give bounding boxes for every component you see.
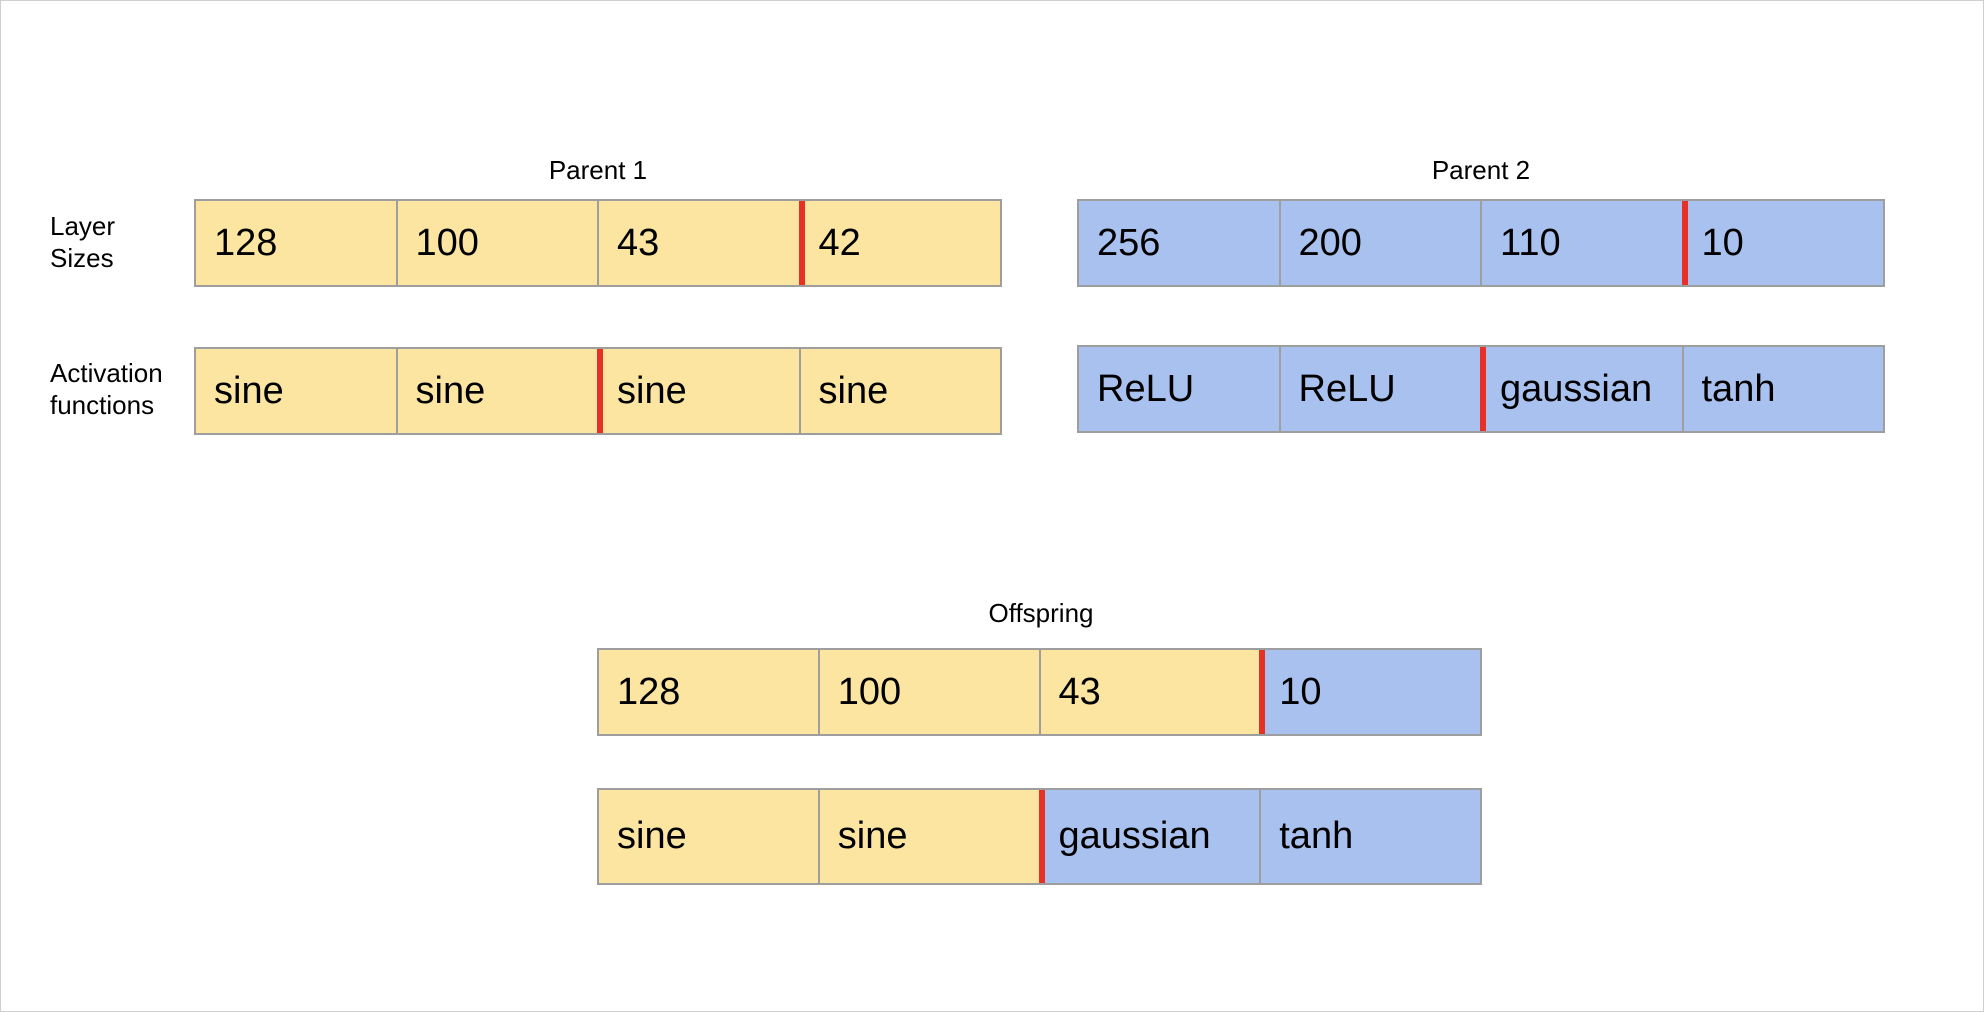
activation-functions-label-line2: functions	[50, 389, 163, 421]
layer-sizes-label-line2: Sizes	[50, 242, 115, 274]
parent1-layer-cell-after-crossover: 42	[799, 201, 1001, 285]
offspring-activation-cell: sine	[599, 790, 818, 883]
offspring-title: Offspring	[597, 598, 1485, 629]
offspring-layer-cell: 100	[818, 650, 1039, 734]
offspring-activation-cell-from-parent2: gaussian	[1039, 790, 1260, 883]
offspring-layer-cell-from-parent2: 10	[1259, 650, 1480, 734]
parent2-layer-sizes-row: 256 200 110 10	[1077, 199, 1885, 287]
parent1-title: Parent 1	[194, 155, 1002, 186]
parent2-activation-cell: ReLU	[1279, 347, 1481, 431]
parent2-layer-cell: 256	[1079, 201, 1279, 285]
parent2-layer-cell: 110	[1480, 201, 1682, 285]
layer-sizes-label-line1: Layer	[50, 210, 115, 242]
parent2-activation-cell: tanh	[1682, 347, 1884, 431]
offspring-layer-cell: 128	[599, 650, 818, 734]
parent1-activations-row: sine sine sine sine	[194, 347, 1002, 435]
parent1-layer-cell: 43	[597, 201, 799, 285]
parent2-activation-cell-after-crossover: gaussian	[1480, 347, 1682, 431]
parent2-layer-cell-after-crossover: 10	[1682, 201, 1884, 285]
parent2-title: Parent 2	[1077, 155, 1885, 186]
activation-functions-label: Activation functions	[50, 357, 163, 421]
parent2-activation-cell: ReLU	[1079, 347, 1279, 431]
parent1-activation-cell: sine	[396, 349, 598, 433]
parent1-activation-cell: sine	[799, 349, 1001, 433]
parent1-layer-cell: 100	[396, 201, 598, 285]
offspring-layer-cell: 43	[1039, 650, 1260, 734]
parent1-activation-cell: sine	[196, 349, 396, 433]
layer-sizes-label: Layer Sizes	[50, 210, 115, 274]
offspring-layer-sizes-row: 128 100 43 10	[597, 648, 1482, 736]
parent2-activations-row: ReLU ReLU gaussian tanh	[1077, 345, 1885, 433]
activation-functions-label-line1: Activation	[50, 357, 163, 389]
parent1-layer-sizes-row: 128 100 43 42	[194, 199, 1002, 287]
offspring-activation-cell-from-parent2: tanh	[1259, 790, 1480, 883]
parent1-layer-cell: 128	[196, 201, 396, 285]
parent1-activation-cell-after-crossover: sine	[597, 349, 799, 433]
offspring-activation-cell: sine	[818, 790, 1039, 883]
parent2-layer-cell: 200	[1279, 201, 1481, 285]
offspring-activations-row: sine sine gaussian tanh	[597, 788, 1482, 885]
